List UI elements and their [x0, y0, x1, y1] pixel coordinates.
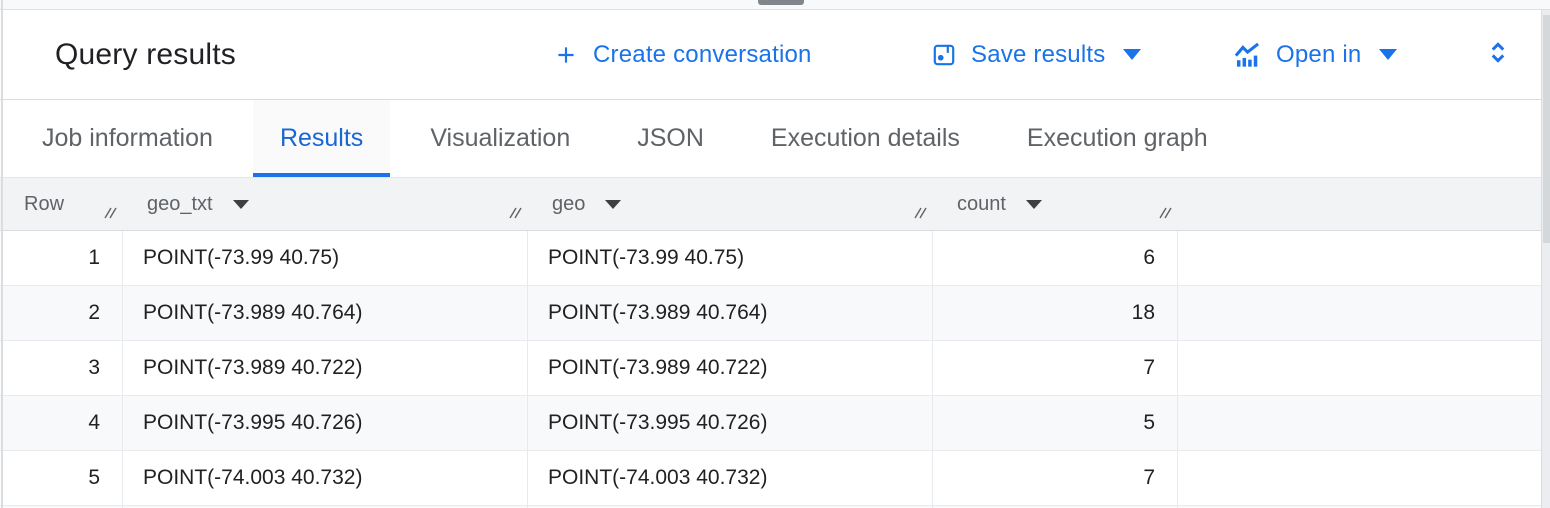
plus-icon	[553, 42, 579, 68]
caret-down-icon[interactable]	[1025, 199, 1042, 209]
tab-job-information[interactable]: Job information	[42, 124, 213, 152]
filler-cell	[1178, 231, 1550, 286]
filler-cell	[1178, 451, 1550, 506]
table-header-row: Row geo_txt geo count	[0, 178, 1550, 231]
row-number-cell: 1	[0, 231, 123, 286]
table-row: 4 POINT(-73.995 40.726) POINT(-73.995 40…	[0, 396, 1550, 451]
column-header-count: count	[933, 178, 1178, 230]
geo-txt-cell: POINT(-73.99 40.75)	[123, 231, 528, 286]
row-number-cell: 3	[0, 341, 123, 396]
caret-down-icon[interactable]	[232, 199, 249, 209]
table-row: 1 POINT(-73.99 40.75) POINT(-73.99 40.75…	[0, 231, 1550, 286]
active-tab-underline	[252, 173, 391, 177]
geo-txt-cell: POINT(-73.989 40.722)	[123, 341, 528, 396]
save-results-button[interactable]: Save results	[931, 40, 1142, 69]
expand-panel-button[interactable]	[1484, 37, 1512, 72]
bar-chart-icon	[1232, 41, 1262, 69]
column-resize-icon[interactable]	[508, 203, 522, 226]
page-title: Query results	[55, 37, 236, 71]
table-row-partial	[0, 506, 1550, 508]
count-cell: 5	[933, 396, 1178, 451]
open-in-label: Open in	[1276, 40, 1362, 68]
tab-results[interactable]: Results	[252, 100, 391, 177]
open-in-button[interactable]: Open in	[1232, 40, 1398, 69]
caret-down-icon[interactable]	[605, 199, 622, 209]
count-cell: 7	[933, 341, 1178, 396]
tab-json[interactable]: JSON	[637, 124, 704, 152]
panel-drag-handle[interactable]	[758, 0, 804, 5]
geo-txt-cell: POINT(-74.003 40.732)	[123, 451, 528, 506]
save-icon	[931, 42, 957, 68]
geo-cell: POINT(-73.995 40.726)	[528, 396, 933, 451]
tab-execution-details[interactable]: Execution details	[770, 124, 960, 152]
tab-execution-graph[interactable]: Execution graph	[1026, 124, 1208, 152]
geo-txt-cell: POINT(-73.989 40.764)	[123, 286, 528, 341]
tab-visualization[interactable]: Visualization	[430, 124, 571, 152]
geo-cell: POINT(-73.989 40.764)	[528, 286, 933, 341]
save-results-label: Save results	[971, 40, 1106, 68]
create-conversation-label: Create conversation	[593, 40, 812, 68]
filler-cell	[1178, 341, 1550, 396]
chevron-down-icon	[1379, 49, 1398, 60]
geo-txt-cell: POINT(-73.995 40.726)	[123, 396, 528, 451]
filler-cell	[1178, 396, 1550, 451]
unfold-more-icon	[1484, 41, 1512, 71]
panel-left-border	[1, 0, 3, 508]
results-tabs: Job information Results Visualization JS…	[0, 100, 1550, 178]
scrollbar-thumb[interactable]	[1543, 15, 1550, 243]
column-header-row: Row	[0, 178, 123, 230]
row-number-cell: 5	[0, 451, 123, 506]
results-header-bar: Query results Create conversation Save r…	[0, 10, 1550, 100]
table-body: 1 POINT(-73.99 40.75) POINT(-73.99 40.75…	[0, 231, 1550, 508]
column-header-geo: geo	[528, 178, 933, 230]
create-conversation-button[interactable]: Create conversation	[553, 41, 812, 69]
filler-cell	[1178, 286, 1550, 341]
vertical-scrollbar[interactable]	[1541, 10, 1550, 508]
count-cell: 18	[933, 286, 1178, 341]
geo-cell: POINT(-73.989 40.722)	[528, 341, 933, 396]
geo-cell: POINT(-73.99 40.75)	[528, 231, 933, 286]
row-number-cell: 4	[0, 396, 123, 451]
geo-cell: POINT(-74.003 40.732)	[528, 451, 933, 506]
panel-resize-strip	[0, 0, 1550, 10]
row-number-cell: 2	[0, 286, 123, 341]
column-resize-icon[interactable]	[103, 203, 117, 226]
table-row: 3 POINT(-73.989 40.722) POINT(-73.989 40…	[0, 341, 1550, 396]
count-cell: 7	[933, 451, 1178, 506]
table-row: 2 POINT(-73.989 40.764) POINT(-73.989 40…	[0, 286, 1550, 341]
column-header-geo-txt: geo_txt	[123, 178, 528, 230]
table-row: 5 POINT(-74.003 40.732) POINT(-74.003 40…	[0, 451, 1550, 506]
column-resize-icon[interactable]	[913, 203, 927, 226]
column-header-filler	[1178, 178, 1550, 230]
chevron-down-icon	[1123, 49, 1142, 60]
column-resize-icon[interactable]	[1158, 203, 1172, 226]
count-cell: 6	[933, 231, 1178, 286]
